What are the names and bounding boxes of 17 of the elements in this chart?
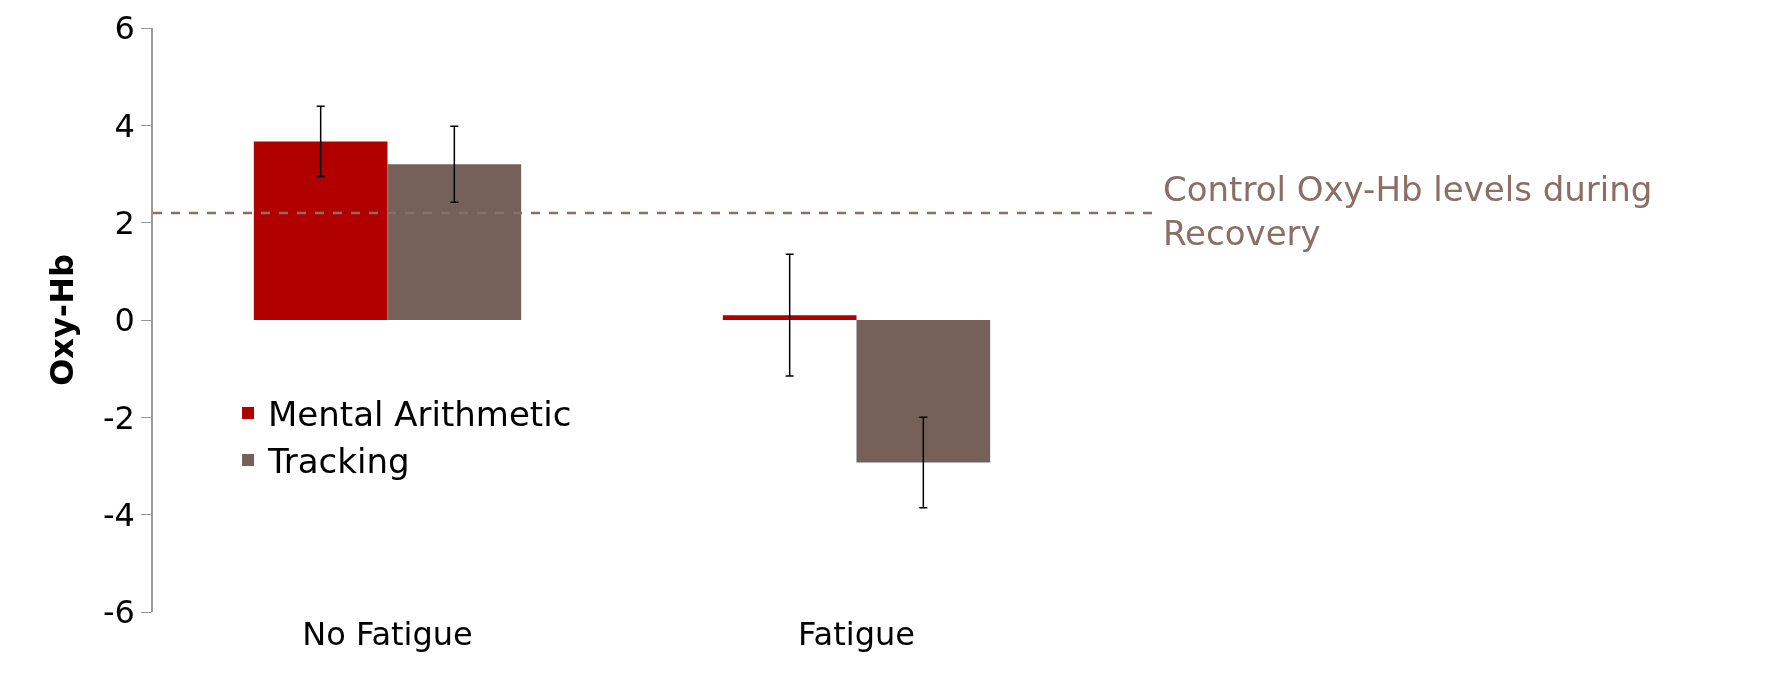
bar [722,315,857,320]
y-axis-title: Oxy-Hb [42,254,81,386]
bar [387,164,522,320]
ref-line-label: Control Oxy-Hb levels during Recovery [1163,169,1653,254]
bar [253,141,388,320]
x-tick-label: Fatigue [798,615,915,653]
y-tick-label: -2 [102,398,135,437]
y-tick-label: 0 [114,301,135,340]
bar [856,320,991,463]
legend-label: Mental Arithmetic [268,394,572,435]
x-tick-label: No Fatigue [302,615,473,653]
y-tick-label: -6 [102,593,135,632]
y-tick-label: 6 [114,9,135,48]
legend-label: Tracking [267,441,410,482]
y-tick-label: -4 [102,495,135,534]
y-tick-label: 4 [114,106,135,145]
y-tick-label: 2 [114,203,135,242]
